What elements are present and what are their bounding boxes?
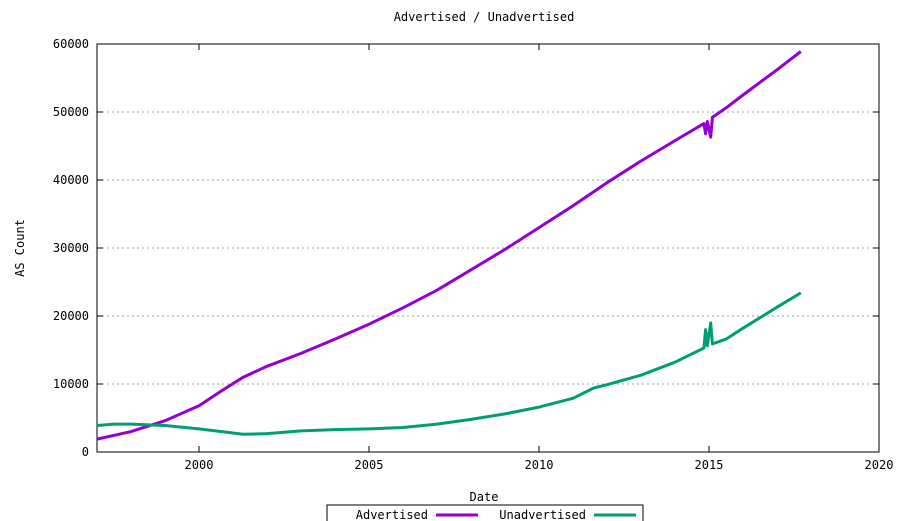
y-tick-label: 0 [82,445,89,459]
series-lines [96,50,802,441]
y-axis-label: AS Count [13,219,27,277]
y-tick-label: 40000 [53,173,89,187]
legend-label-unadvertised: Unadvertised [499,508,586,521]
legend-box [326,504,644,521]
axis-ticks: 0 10000 20000 30000 40000 50000 60000 2000 2005 2… [53,37,894,472]
x-tick-label: 2010 [525,458,554,472]
x-tick-label: 2000 [185,458,214,472]
x-tick-label: 2020 [865,458,894,472]
chart-title: Advertised / Unadvertised [394,10,575,24]
y-tick-label: 50000 [53,105,89,119]
y-tick-label: 30000 [53,241,89,255]
y-tick-label: 10000 [53,377,89,391]
gridlines [97,111,879,385]
legend: Advertised Unadvertised [326,504,644,521]
series-line-advertised [96,50,802,441]
x-axis-label: Date [470,490,499,504]
series-line-unadvertised [96,291,802,436]
legend-label-advertised: Advertised [356,508,428,521]
x-tick-label: 2005 [355,458,384,472]
y-tick-label: 60000 [53,37,89,51]
x-tick-label: 2015 [695,458,724,472]
y-tick-label: 20000 [53,309,89,323]
